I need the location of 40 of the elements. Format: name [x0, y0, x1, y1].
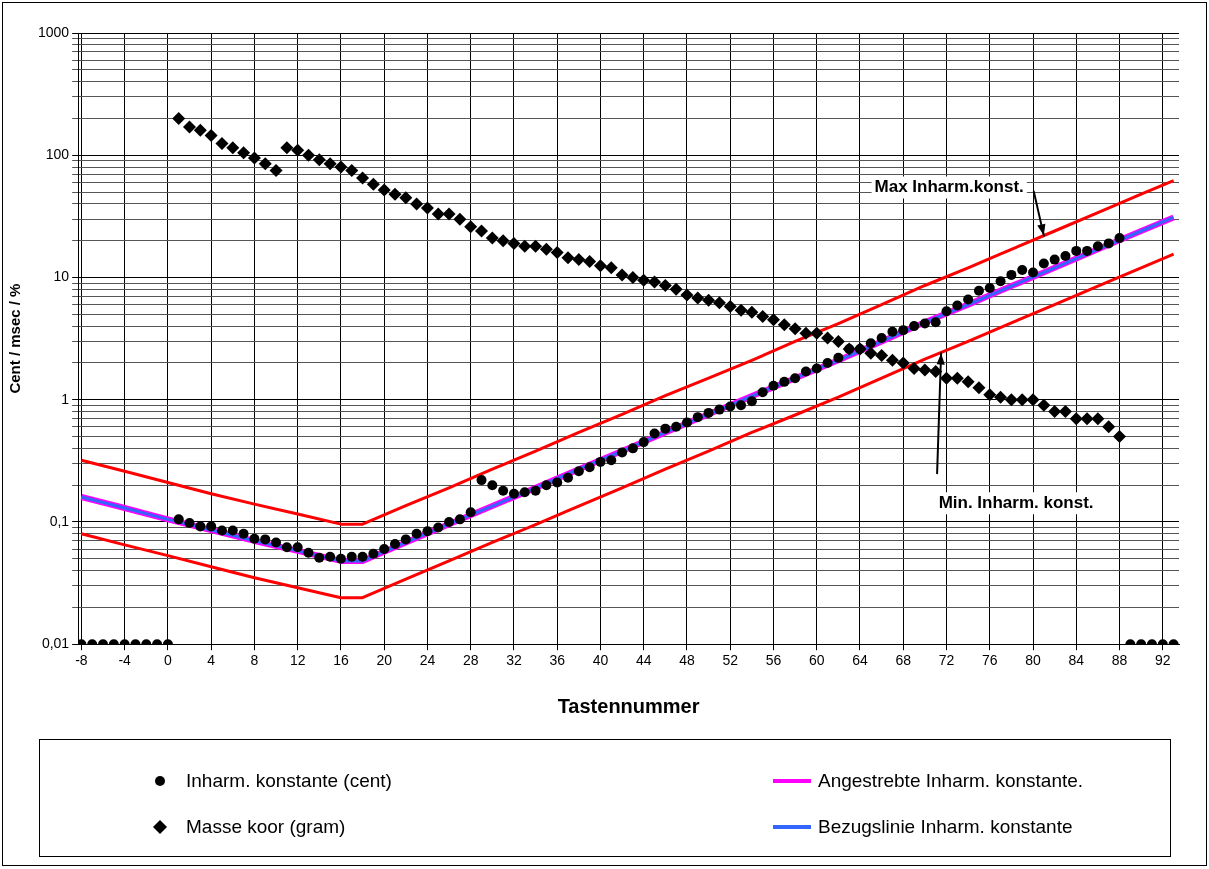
y-tick-label: 0,01 [41, 635, 70, 652]
y-tick-label: 0,1 [49, 512, 70, 529]
x-tick-label: 16 [333, 652, 349, 669]
x-tick-label: 92 [1154, 652, 1171, 669]
x-tick-label: 4 [207, 652, 216, 669]
x-tick-label: 56 [765, 652, 782, 669]
legend-label: Masse koor (gram) [186, 816, 346, 838]
x-tick-label: -4 [118, 652, 132, 669]
x-tick-label: 60 [808, 652, 825, 669]
x-tick-label: 44 [635, 652, 652, 669]
y-tick-label: 100 [45, 146, 70, 163]
x-tick-label: 32 [506, 652, 522, 669]
x-tick-label: 72 [938, 652, 955, 669]
y-axis-title: Cent / msec / % [6, 283, 24, 394]
y-tick-label: 1 [61, 390, 70, 407]
x-axis-title: Tastennummer [557, 694, 700, 717]
y-tick-label: 1000 [37, 23, 70, 40]
x-tick-label: 52 [722, 652, 739, 669]
x-tick-label: 88 [1111, 652, 1128, 669]
legend-label: Angestrebte Inharm. konstante. [818, 770, 1084, 792]
x-tick-label: 28 [462, 652, 479, 669]
x-tick-label: 80 [1025, 652, 1042, 669]
x-tick-label: 40 [592, 652, 609, 669]
x-tick-label: 24 [419, 652, 436, 669]
x-tick-label: 76 [981, 652, 998, 669]
legend-label: Bezugslinie Inharm. konstante [818, 816, 1073, 838]
legend-label: Inharm. konstante (cent) [186, 770, 392, 792]
x-tick-label: 20 [376, 652, 393, 669]
annotation: Max Inharm.konst. [874, 177, 1024, 197]
x-tick-label: -8 [75, 652, 88, 669]
x-tick-label: 36 [549, 652, 566, 669]
x-tick-label: 48 [679, 652, 695, 669]
y-tick-label: 10 [53, 268, 70, 285]
x-tick-label: 84 [1068, 652, 1085, 669]
x-tick-label: 12 [289, 652, 306, 669]
x-tick-label: 0 [164, 652, 172, 669]
x-tick-label: 68 [895, 652, 912, 669]
x-tick-label: 64 [852, 652, 868, 669]
x-tick-label: 8 [250, 652, 259, 669]
annotation: Min. Inharm. konst. [938, 492, 1094, 512]
